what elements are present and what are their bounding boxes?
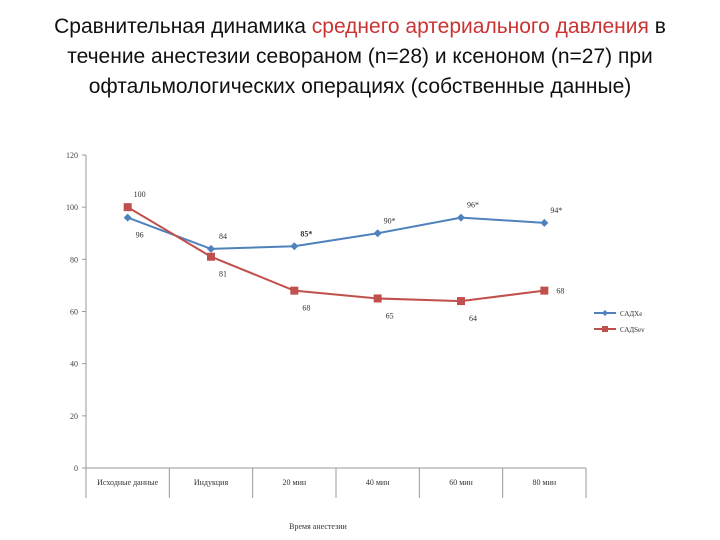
legend-marker — [602, 310, 608, 316]
y-tick-label: 0 — [74, 464, 78, 473]
y-tick-label: 60 — [70, 308, 78, 317]
data-label: 94* — [550, 206, 562, 215]
chart-legend: САДXe САДSev — [594, 310, 645, 334]
x-tick-label: 40 мин — [366, 478, 390, 487]
data-label: 100 — [134, 190, 146, 199]
data-point-marker — [373, 229, 382, 238]
data-point-marker — [123, 213, 132, 222]
data-label: 90* — [384, 216, 396, 225]
data-point-marker — [207, 244, 215, 253]
slide-title: Сравнительная динамика среднего артериал… — [20, 12, 700, 102]
x-tick-label: 60 мин — [449, 478, 473, 487]
data-label: 65 — [386, 311, 394, 320]
chart-axes: 0 20 40 60 80 100 120 Исходные данные Индукция 20… — [66, 151, 587, 498]
data-point-marker — [290, 286, 299, 295]
y-tick-label: 80 — [70, 255, 78, 264]
x-tick-label: 80 мин — [533, 478, 557, 487]
x-tick-label: 20 мин — [283, 478, 307, 487]
data-point-marker — [373, 294, 382, 303]
data-label: 68 — [556, 287, 564, 296]
data-point-marker — [457, 213, 465, 222]
title-part-2: в течение анестезии севораном (n=28) и к… — [67, 15, 666, 98]
x-axis-title: Время анестезии — [289, 522, 347, 531]
data-label: 84 — [219, 232, 227, 241]
y-tick-label: 40 — [70, 360, 78, 369]
y-tick-label: 120 — [66, 151, 78, 160]
data-point-marker — [123, 203, 132, 212]
series-line-2 — [127, 206, 545, 303]
data-point-marker — [457, 297, 465, 306]
x-tick-label: Индукция — [194, 478, 229, 487]
title-accent-1: среднего артериального давления — [311, 15, 649, 38]
chart-series: 96 84 85* 90* 96* 94* 100 81 68 65 64 68 — [123, 190, 564, 323]
data-point-marker — [207, 252, 215, 261]
legend-label: САДSev — [620, 326, 645, 334]
data-label: 85* — [300, 229, 312, 238]
data-label: 96* — [467, 201, 479, 210]
data-label: 64 — [469, 314, 477, 323]
legend-label: САДXe — [620, 310, 642, 318]
data-label: 81 — [219, 270, 227, 279]
series-line-1 — [127, 216, 545, 250]
data-label: 96 — [136, 231, 144, 240]
y-tick-label: 100 — [66, 203, 78, 212]
title-part-1: Сравнительная динамика — [54, 15, 312, 38]
data-point-marker — [290, 242, 299, 251]
y-tick-label: 20 — [70, 412, 78, 421]
data-label: 68 — [302, 304, 310, 313]
legend-marker — [602, 326, 608, 332]
data-point-marker — [540, 286, 549, 295]
data-point-marker — [540, 218, 549, 227]
x-tick-label: Исходные данные — [97, 478, 159, 487]
